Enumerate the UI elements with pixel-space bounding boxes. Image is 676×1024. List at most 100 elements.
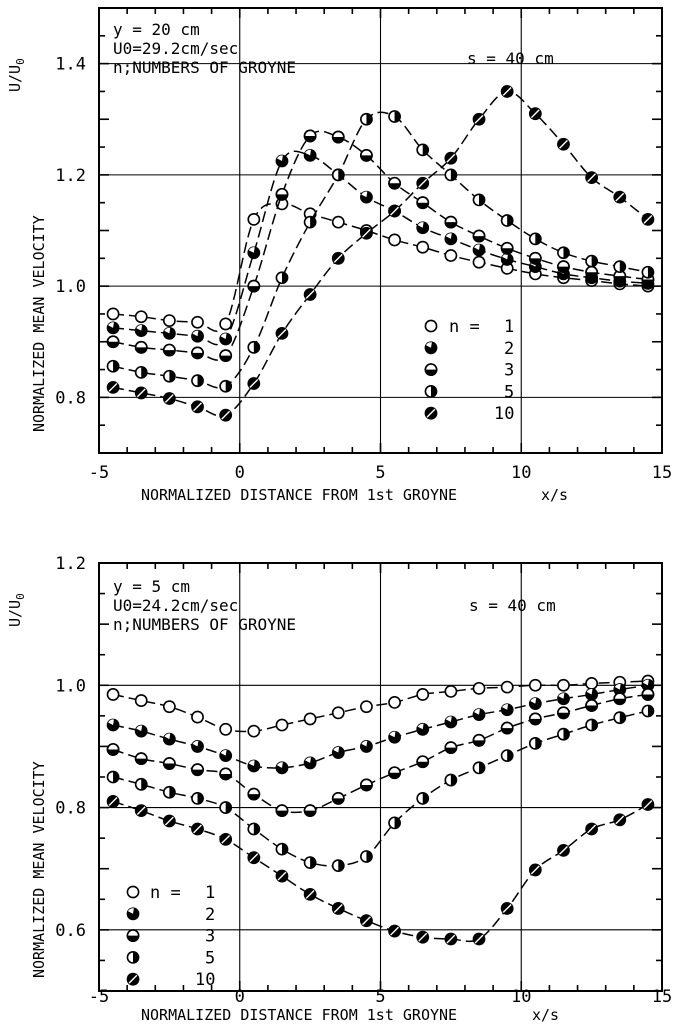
data-point-n1-bottom	[528, 678, 542, 692]
legend-marker-n5-bottom	[126, 951, 140, 964]
data-point-n10-top	[134, 386, 148, 400]
x-tick-label-bottom: 5	[375, 987, 385, 1007]
data-point-n1-bottom	[134, 694, 148, 707]
chart-top: -5 0 5 10 150.81.01.21.4 NORMALIZED MEAN VEL…	[6, 7, 672, 504]
x-axis-label-top: NORMALIZED DISTANCE FROM 1st GROYNE	[141, 486, 457, 504]
data-point-n2-top	[191, 329, 204, 343]
note-u0-top: U0=29.2cm/sec	[113, 39, 238, 58]
x-tick-label-bottom: 15	[652, 987, 672, 1007]
data-point-n10-top	[528, 107, 542, 121]
data-point-n3-top	[557, 260, 570, 274]
gridlines-top	[99, 8, 662, 453]
data-point-n5-top	[416, 143, 430, 157]
data-point-n5-bottom	[444, 773, 458, 787]
data-point-n1-bottom	[275, 718, 289, 732]
note-spacing-top: s = 40 cm	[467, 49, 554, 68]
x-tick-label-bottom: 10	[511, 987, 531, 1007]
legend-marker-n10-bottom	[126, 972, 140, 986]
y-unit-sub-bottom: 0	[14, 593, 27, 600]
y-tick-label-top: 1.0	[55, 277, 86, 297]
data-point-n5-bottom	[303, 856, 317, 869]
data-point-n10-bottom	[500, 902, 514, 915]
data-point-n2-top	[500, 253, 514, 266]
y-axis-unit-bottom: U/U0	[6, 593, 27, 627]
data-point-n1-bottom	[360, 700, 373, 714]
data-point-n5-top	[106, 359, 120, 373]
legend-label-n5-top: 5	[504, 382, 514, 402]
data-point-n1-bottom	[416, 688, 430, 701]
data-point-n5-bottom	[191, 792, 204, 805]
data-point-n3-bottom	[416, 755, 430, 769]
legend-label-n1-top: 1	[504, 317, 514, 337]
data-point-n2-bottom	[134, 724, 148, 738]
data-point-n10-bottom	[557, 843, 570, 857]
data-point-n3-bottom	[528, 712, 542, 726]
data-point-n3-bottom	[162, 757, 176, 770]
data-point-n2-bottom	[360, 740, 373, 753]
data-point-n2-top	[472, 243, 486, 257]
data-point-n3-bottom	[303, 804, 317, 818]
data-point-n2-bottom	[528, 697, 542, 711]
data-point-n1-bottom	[500, 680, 514, 694]
data-point-n1-bottom	[472, 681, 486, 695]
legend-marker-n10-top	[424, 406, 438, 420]
svg-text:U/U0: U/U0	[6, 593, 27, 627]
data-point-n10-bottom	[247, 851, 261, 865]
data-point-n3-bottom	[219, 767, 233, 781]
series-bottom	[106, 674, 655, 946]
data-point-n5-top	[360, 112, 373, 126]
y-axis-label-bottom: NORMALIZED MEAN VELOCITY	[30, 761, 48, 978]
y-unit-sub-top: 0	[14, 58, 27, 65]
data-point-n5-bottom	[331, 859, 345, 873]
data-point-n1-bottom	[219, 722, 233, 736]
note-y-position-top: y = 20 cm	[113, 20, 200, 39]
y-tick-label-top: 0.8	[55, 388, 86, 408]
legend-label-n10-bottom: 10	[195, 970, 215, 990]
legend-label-n10-top: 10	[494, 404, 514, 424]
data-point-n1-bottom	[388, 696, 401, 709]
legend-label-n2-top: 2	[504, 339, 514, 359]
data-point-n5-bottom	[613, 711, 627, 725]
data-point-n2-top	[219, 332, 233, 346]
data-point-n1-bottom	[331, 706, 345, 720]
data-point-n3-top	[416, 196, 430, 210]
data-point-n3-bottom	[275, 804, 289, 818]
data-point-n2-bottom	[191, 740, 204, 753]
data-point-n3-top	[106, 335, 120, 349]
data-point-n5-bottom	[416, 792, 430, 805]
data-point-n3-top	[162, 343, 176, 357]
data-point-n3-top	[585, 265, 599, 279]
data-point-n2-bottom	[444, 715, 458, 729]
y-axis-label-top: NORMALIZED MEAN VELOCITY	[30, 215, 48, 432]
data-point-n5-top	[275, 271, 289, 285]
y-axis-unit-top: U/U0	[6, 58, 27, 92]
data-point-n10-bottom	[191, 822, 204, 836]
data-point-n2-bottom	[557, 692, 570, 706]
y-unit-u-bottom: U/U	[6, 600, 24, 627]
x-tick-label-top: 10	[511, 463, 531, 483]
x-axis-unit-top: x/s	[541, 486, 568, 504]
data-point-n10-top	[247, 377, 261, 390]
data-point-n3-top	[360, 149, 373, 162]
gridlines-bottom	[99, 563, 662, 991]
data-point-n2-top	[360, 190, 373, 204]
data-point-n3-bottom	[641, 688, 655, 701]
data-point-n10-top	[444, 151, 458, 165]
note-u0-bottom: U0=24.2cm/sec	[113, 596, 238, 615]
data-point-n2-bottom	[585, 688, 599, 701]
data-point-n5-top	[557, 246, 570, 260]
y-tick-label-top: 1.2	[55, 166, 86, 186]
data-point-n3-bottom	[331, 792, 345, 805]
data-point-n5-top	[585, 254, 599, 268]
data-point-n2-bottom	[162, 732, 176, 746]
data-point-n2-bottom	[219, 749, 233, 762]
x-tick-label-bottom: -5	[89, 987, 109, 1007]
data-point-n5-top	[500, 214, 514, 227]
y-unit-u-top: U/U	[6, 65, 24, 92]
data-point-n3-top	[331, 130, 345, 144]
data-point-n3-bottom	[134, 752, 148, 766]
data-point-n1-top	[472, 255, 486, 269]
data-point-n2-top	[303, 149, 317, 162]
data-point-n10-bottom	[275, 869, 289, 883]
